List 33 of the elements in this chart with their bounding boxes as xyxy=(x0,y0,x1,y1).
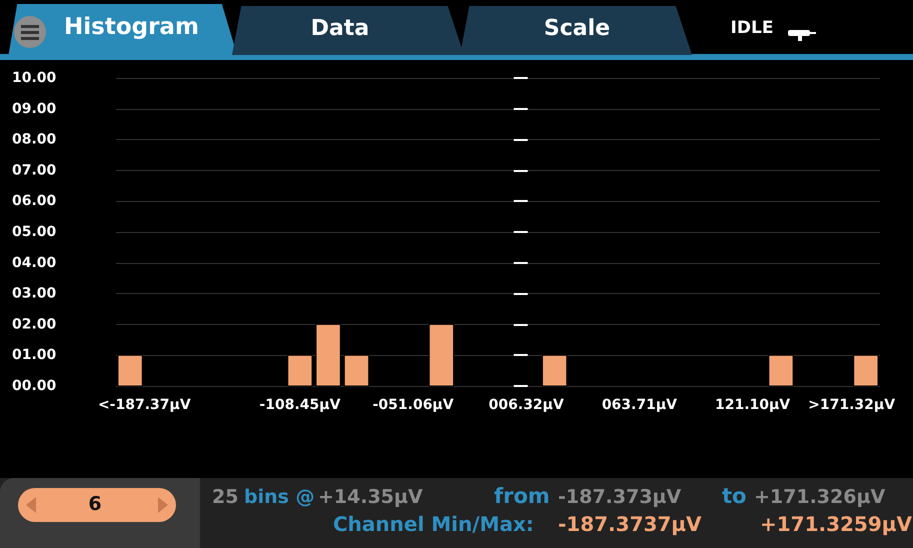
y-tick-label: 01.00 xyxy=(12,347,57,364)
text: to xyxy=(722,484,746,508)
y-tick-label: 08.00 xyxy=(12,132,57,148)
text: +14.35µV xyxy=(318,486,423,508)
y-tick-label: 09.00 xyxy=(12,100,57,117)
x-tick-label: 121.10µV xyxy=(714,397,790,413)
text: bins @ xyxy=(244,486,315,508)
x-tick-label: <-187.37µV xyxy=(98,397,191,413)
x-tick-label: 063.71µV xyxy=(602,397,678,413)
y-tick-label: 07.00 xyxy=(12,162,57,178)
text: 25 xyxy=(212,486,238,508)
text: Channel Min/Max: xyxy=(333,512,534,536)
text: -187.373µV xyxy=(558,486,682,508)
text: +171.326µV xyxy=(754,486,886,508)
y-tick-label: 10.00 xyxy=(12,70,57,86)
x-tick-label: 006.32µV xyxy=(488,397,564,413)
x-tick-label: >171.32µV xyxy=(808,397,896,413)
x-tick-label: -051.06µV xyxy=(372,397,454,413)
text: from xyxy=(494,484,550,508)
y-tick-label: 06.00 xyxy=(12,193,57,210)
y-tick-label: 00.00 xyxy=(12,378,57,394)
y-tick-label: 02.00 xyxy=(12,316,57,332)
y-tick-label: 05.00 xyxy=(12,224,57,240)
text: Scale xyxy=(542,16,612,41)
y-tick-label: 03.00 xyxy=(12,286,57,302)
text: +171.3259µV xyxy=(760,512,912,536)
y-tick-label: 04.00 xyxy=(12,254,57,271)
chart-title: Histogram xyxy=(64,14,199,40)
x-tick-label: -108.45µV xyxy=(259,397,341,413)
text: Data xyxy=(310,16,370,41)
text: IDLE xyxy=(730,18,774,38)
text: 6 xyxy=(87,493,103,515)
text: -187.3737µV xyxy=(558,512,702,536)
